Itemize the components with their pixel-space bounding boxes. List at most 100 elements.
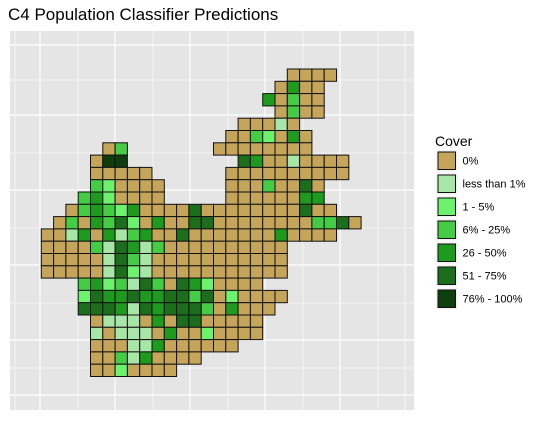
grid-cell [237,117,251,131]
grid-cell [151,326,165,341]
grid-cell [90,302,104,316]
grid-cell [249,277,264,291]
grid-cell [139,277,153,291]
grid-cell [114,253,128,267]
grid-cell [163,240,178,254]
grid-cell [299,166,313,181]
grid-cell [213,203,227,218]
grid-cell [274,142,288,156]
grid-cell [200,253,214,267]
grid-cell [286,154,301,168]
grid-cell [151,203,165,218]
grid-cell [311,105,325,119]
grid-cell [262,228,276,242]
grid-cell [274,93,288,107]
grid-cell [262,166,276,181]
grid-cell [323,216,338,230]
grid-cell [40,228,55,242]
grid-cell [102,302,116,316]
grid-cell [200,203,214,218]
grid-cell [188,339,202,353]
grid-cell [126,363,141,378]
grid-cell [237,240,251,254]
grid-cell [90,203,104,218]
grid-cell [348,216,362,230]
grid-cell [65,240,79,254]
grid-cell [213,240,227,254]
grid-cell [188,240,202,254]
grid-cell [225,326,239,341]
grid-cell [237,289,251,304]
grid-cell [40,253,55,267]
grid-cell [126,351,141,365]
grid-cell [90,289,104,304]
grid-cell [90,314,104,328]
grid-cell [299,130,313,144]
grid-cell [249,302,264,316]
grid-cell [90,339,104,353]
grid-cell [53,228,67,242]
grid-cell [126,216,141,230]
grid-cell [249,265,264,279]
grid-cell [262,93,276,107]
grid-cell [151,363,165,378]
grid-cell [102,363,116,378]
grid-cell [274,203,288,218]
grid-cell [139,166,153,181]
grid-cell [311,216,325,230]
grid-cell [139,351,153,365]
grid-cell [249,203,264,218]
grid-cell [299,154,313,168]
grid-cell [200,302,214,316]
grid-cell [163,228,178,242]
grid-cell [114,265,128,279]
grid-cell [286,179,301,193]
grid-cell [311,166,325,181]
grid-cell [126,314,141,328]
grid-cell [274,179,288,193]
grid-cell [188,265,202,279]
grid-cell [200,240,214,254]
grid-cell [176,302,190,316]
grid-cell [176,289,190,304]
grid-cell [114,363,128,378]
grid-cell [126,265,141,279]
grid-cell [126,277,141,291]
grid-cell [90,253,104,267]
grid-cell [336,216,350,230]
grid-cell [262,265,276,279]
grid-cell [286,68,301,82]
legend-swatch [437,174,456,193]
grid-cell [77,289,91,304]
grid-cell [102,142,116,156]
grid-cell [213,228,227,242]
grid-cell [274,216,288,230]
grid-cell [274,228,288,242]
grid-cell [188,289,202,304]
grid-cell [90,326,104,341]
grid-cell [102,326,116,341]
grid-cell [286,130,301,144]
grid-cell [213,253,227,267]
grid-cell [188,228,202,242]
grid-cell [274,240,288,254]
grid-cell [139,240,153,254]
grid-cell [102,154,116,168]
grid-cell [163,289,178,304]
grid-cell [151,314,165,328]
grid-cell [225,265,239,279]
grid-cell [213,277,227,291]
grid-cell [237,302,251,316]
legend-swatch [437,220,456,239]
grid-cell [286,117,301,131]
grid-cell [176,314,190,328]
grid-cell [237,228,251,242]
grid-cell [225,289,239,304]
grid-cell [237,253,251,267]
legend-label: 1 - 5% [463,202,495,214]
grid-cell [188,277,202,291]
grid-cell [53,253,67,267]
grid-cell [53,265,67,279]
grid-cell [237,277,251,291]
grid-cell [311,179,325,193]
